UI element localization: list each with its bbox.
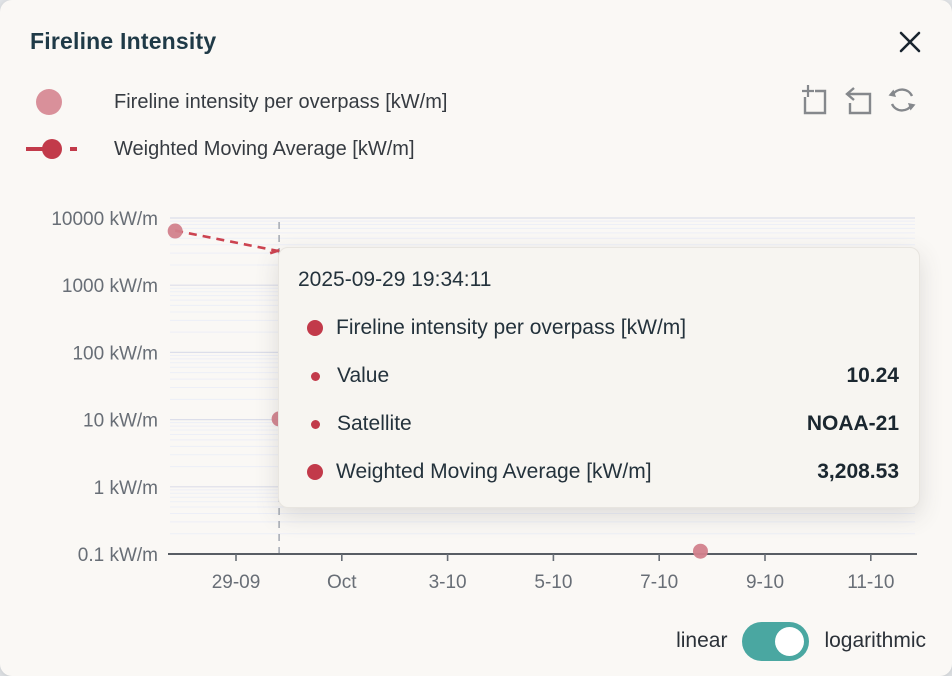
- legend: Fireline intensity per overpass [kW/m] W…: [26, 82, 447, 176]
- wma-dashed-line: [174, 229, 280, 253]
- bullet-dot-icon: [311, 419, 320, 429]
- tooltip-row-value: Value 10.24: [297, 352, 899, 400]
- y-axis-tick-label: 10000 kW/m: [51, 209, 158, 230]
- x-axis-tick-label: 11-10: [847, 572, 894, 593]
- x-axis-tick-label: 7-10: [640, 572, 678, 593]
- tooltip-row-series: Fireline intensity per overpass [kW/m]: [297, 304, 899, 352]
- box-zoom-icon: [802, 85, 827, 115]
- tooltip-label: Fireline intensity per overpass [kW/m]: [336, 316, 687, 339]
- refresh-button[interactable]: [887, 84, 917, 116]
- series-dot-icon: [307, 464, 323, 480]
- scatter-point[interactable]: [167, 223, 183, 239]
- zoom-back-button[interactable]: [844, 84, 874, 116]
- legend-item-label: Fireline intensity per overpass [kW/m]: [114, 90, 448, 113]
- box-zoom-button[interactable]: [801, 84, 831, 116]
- scale-toggle-bar: linear logarithmic: [676, 620, 926, 662]
- tooltip-value: 3,208.53: [817, 460, 899, 483]
- series-dot-icon: [307, 320, 323, 336]
- close-button[interactable]: [896, 28, 924, 56]
- bullet-dot-icon: [311, 371, 320, 381]
- y-axis-tick-label: 1 kW/m: [94, 478, 158, 499]
- x-axis-tick-label: 3-10: [429, 572, 467, 593]
- tooltip-label: Satellite: [337, 412, 412, 435]
- logarithmic-label: logarithmic: [824, 629, 926, 652]
- tooltip-timestamp: 2025-09-29 19:34:11: [298, 268, 492, 291]
- scatter-point[interactable]: [692, 543, 708, 559]
- line-dot-dash-marker-icon: [26, 139, 77, 159]
- y-axis-tick-label: 1000 kW/m: [62, 276, 158, 297]
- wma-line-end: [269, 248, 280, 255]
- y-axis-tick-label: 10 kW/m: [83, 411, 158, 432]
- scatter-marker-icon: [36, 89, 62, 115]
- tooltip-row-wma: Weighted Moving Average [kW/m] 3,208.53: [297, 448, 899, 496]
- tooltip-label: Value: [337, 364, 390, 387]
- tooltip-value: NOAA-21: [806, 412, 899, 435]
- tooltip-row-satellite: Satellite NOAA-21: [297, 400, 899, 448]
- scale-toggle-switch[interactable]: [742, 621, 810, 661]
- y-axis-tick-label: 100 kW/m: [72, 343, 158, 364]
- close-icon: [899, 31, 921, 53]
- y-axis-tick-label: 0.1 kW/m: [78, 545, 158, 566]
- x-axis-tick-label: 9-10: [746, 572, 784, 593]
- chart-tooltip: 2025-09-29 19:34:11 Fireline intensity p…: [278, 247, 920, 508]
- x-axis-tick-label: 29-09: [212, 572, 261, 593]
- x-axis-tick-label: 5-10: [534, 572, 572, 593]
- legend-item-label: Weighted Moving Average [kW/m]: [114, 137, 415, 160]
- tooltip-value: 10.24: [846, 364, 899, 387]
- legend-item-fireline-intensity[interactable]: Fireline intensity per overpass [kW/m]: [26, 82, 447, 122]
- x-axis-tick-label: Oct: [327, 572, 357, 593]
- linear-label: linear: [676, 629, 728, 652]
- legend-item-weighted-moving-average[interactable]: Weighted Moving Average [kW/m]: [26, 129, 447, 169]
- zoom-back-icon: [845, 87, 872, 115]
- refresh-icon: [888, 88, 916, 112]
- tooltip-label: Weighted Moving Average [kW/m]: [336, 460, 652, 483]
- chart-toolbox: [801, 84, 917, 116]
- page-title: Fireline Intensity: [30, 28, 217, 54]
- toggle-knob: [775, 626, 805, 656]
